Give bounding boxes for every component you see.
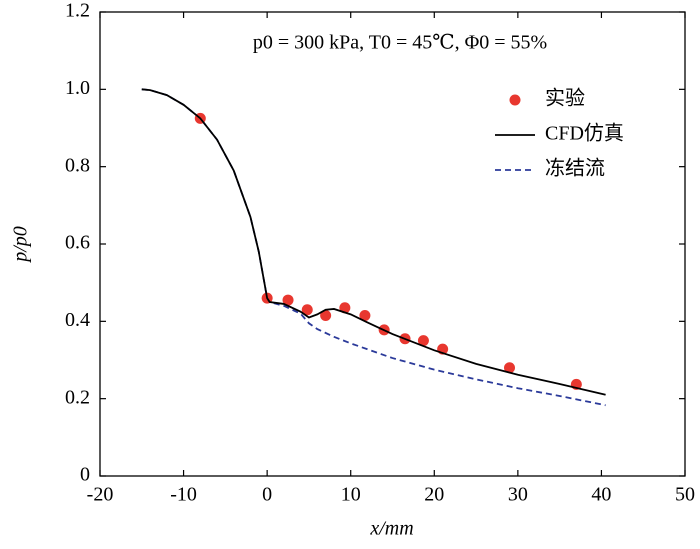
plot-frame — [99, 11, 686, 477]
series-line — [141, 88, 606, 396]
data-point — [339, 302, 351, 314]
legend-marker — [509, 94, 521, 106]
data-point — [320, 310, 332, 322]
y-tick-label: 0.2 — [65, 386, 90, 408]
data-point — [359, 310, 371, 322]
y-tick-label: 1.0 — [65, 77, 90, 99]
data-point — [282, 294, 294, 306]
x-tick-label: 0 — [262, 484, 272, 506]
x-tick-label: -10 — [170, 484, 197, 506]
x-tick-label: 40 — [591, 484, 611, 506]
y-tick-label: 0.4 — [65, 309, 90, 331]
data-point — [301, 304, 313, 316]
y-axis-label: p/p0 — [10, 226, 32, 264]
y-tick-label: 0 — [80, 464, 90, 486]
x-tick-label: 10 — [341, 484, 361, 506]
data-point — [417, 335, 429, 347]
y-tick-label: 1.2 — [65, 0, 90, 22]
x-tick-label: -20 — [87, 484, 114, 506]
legend-label: CFD仿真 — [545, 122, 624, 145]
data-point — [504, 362, 515, 374]
series-line — [141, 88, 606, 407]
x-tick-label: 50 — [675, 484, 695, 506]
legend-label: 实验 — [545, 87, 585, 110]
annotation: p0 = 300 kPa, T0 = 45℃, Φ0 = 55% — [253, 32, 547, 54]
y-tick-label: 0.6 — [65, 232, 90, 254]
y-tick-label: 0.8 — [65, 154, 90, 176]
x-tick-label: 20 — [424, 484, 444, 506]
legend-label: 冻结流 — [545, 157, 605, 180]
x-tick-label: 30 — [508, 484, 528, 506]
x-axis-label: x/mm — [369, 518, 413, 540]
